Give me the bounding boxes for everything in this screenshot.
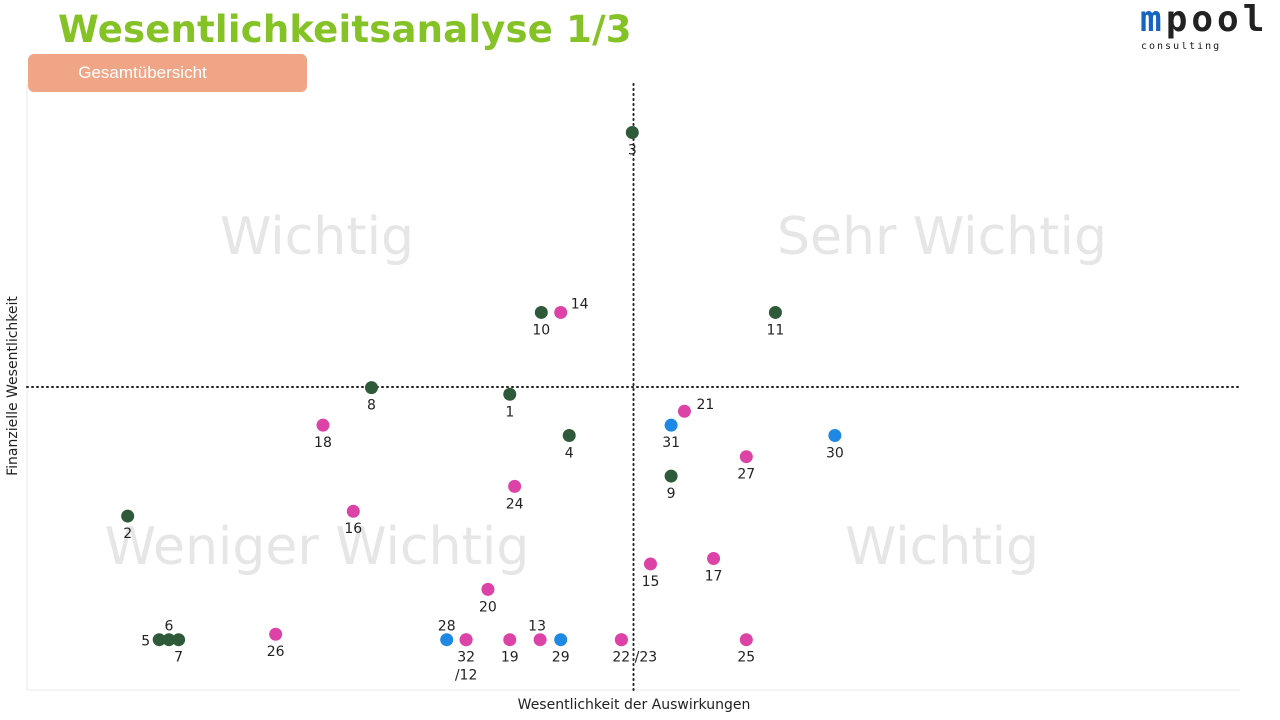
logo-tagline: consulting: [1141, 42, 1222, 51]
data-point-31[interactable]: [664, 418, 678, 432]
x-axis-title: Wesentlichkeit der Auswirkungen: [518, 697, 751, 713]
point-label-16: 16: [344, 521, 362, 537]
data-point-19[interactable]: [503, 633, 517, 647]
data-point-11[interactable]: [768, 305, 782, 319]
page-title: Wesentlichkeitsanalyse 1/3: [58, 8, 632, 51]
point-label-28: 28: [438, 619, 456, 635]
data-point-6[interactable]: [162, 633, 176, 647]
point-label-30: 30: [826, 445, 844, 461]
data-point-27[interactable]: [739, 450, 753, 464]
point-label-32: 32: [457, 650, 475, 666]
point-label-4: 4: [565, 445, 574, 461]
point-label-31: 31: [662, 435, 680, 451]
data-point-14[interactable]: [554, 305, 568, 319]
point-label-24: 24: [506, 496, 524, 512]
data-point-8[interactable]: [364, 381, 378, 395]
point-label-27: 27: [737, 467, 755, 483]
mpool-logo: mpool consulting: [1140, 0, 1270, 54]
point-label-29: 29: [552, 650, 570, 666]
logo-letters-pool: pool: [1165, 0, 1269, 40]
data-point-16[interactable]: [346, 504, 360, 518]
data-point-15[interactable]: [643, 557, 657, 571]
data-point-2[interactable]: [121, 509, 135, 523]
point-label-20: 20: [479, 599, 497, 615]
y-axis-title: Finanzielle Wesentlichkeit: [5, 296, 21, 476]
point-label-12: /12: [455, 668, 478, 684]
point-label-22: 22 /23: [612, 650, 657, 666]
point-label-5: 5: [141, 634, 150, 650]
point-label-8: 8: [367, 398, 376, 414]
point-label-18: 18: [314, 435, 332, 451]
point-label-11: 11: [767, 322, 785, 338]
logo-wordmark: mpool: [1140, 0, 1268, 40]
data-point-28[interactable]: [440, 633, 454, 647]
logo-letter-m: m: [1140, 0, 1166, 40]
data-point-20[interactable]: [481, 582, 495, 596]
data-point-26[interactable]: [269, 627, 283, 641]
point-label-6: 6: [164, 619, 173, 635]
data-point-24[interactable]: [508, 479, 522, 493]
point-label-2: 2: [123, 526, 132, 542]
data-point-25[interactable]: [739, 633, 753, 647]
data-point-5[interactable]: [152, 633, 166, 647]
point-label-1: 1: [505, 404, 514, 420]
point-label-7: 7: [174, 650, 183, 666]
point-label-21: 21: [696, 397, 714, 413]
point-label-25: 25: [737, 650, 755, 666]
quadrant-label-bottom-right: Wichtig: [845, 517, 1039, 577]
quadrant-label-bottom-left: Weniger Wichtig: [105, 517, 530, 577]
data-point-17[interactable]: [707, 551, 721, 565]
data-point-4[interactable]: [562, 428, 576, 442]
data-point-32[interactable]: [459, 633, 473, 647]
data-point-29[interactable]: [554, 633, 568, 647]
data-point-23[interactable]: [614, 633, 628, 647]
data-point-7[interactable]: [172, 633, 186, 647]
point-label-14: 14: [571, 296, 589, 312]
data-point-18[interactable]: [316, 418, 330, 432]
data-point-13[interactable]: [533, 633, 547, 647]
point-label-9: 9: [667, 486, 676, 502]
point-label-3: 3: [628, 142, 637, 158]
data-point-30[interactable]: [828, 428, 842, 442]
quadrant-label-top-left: Wichtig: [220, 207, 414, 267]
data-point-21[interactable]: [677, 404, 691, 418]
data-point-10[interactable]: [534, 305, 548, 319]
point-label-19: 19: [501, 650, 519, 666]
point-label-17: 17: [705, 568, 723, 584]
point-label-15: 15: [642, 574, 660, 590]
data-point-1[interactable]: [503, 387, 517, 401]
point-label-13: 13: [528, 619, 546, 635]
point-label-10: 10: [532, 322, 550, 338]
quadrant-label-top-right: Sehr Wichtig: [777, 207, 1107, 267]
tab-gesamtuebersicht[interactable]: Gesamtübersicht: [28, 54, 307, 92]
point-label-26: 26: [267, 644, 285, 660]
data-point-9[interactable]: [664, 469, 678, 483]
data-point-3[interactable]: [625, 125, 639, 139]
